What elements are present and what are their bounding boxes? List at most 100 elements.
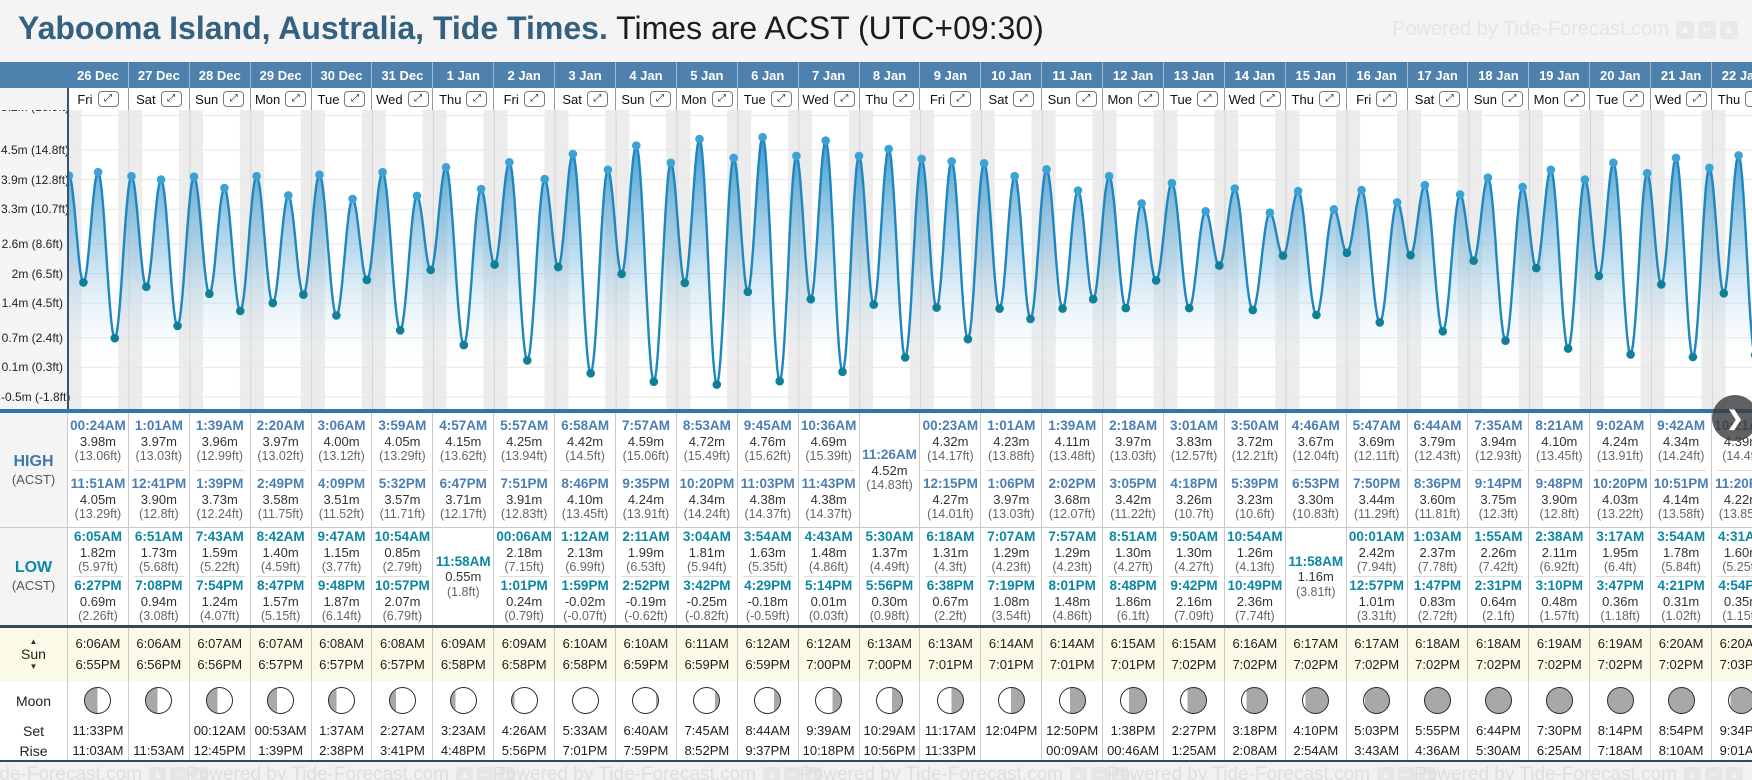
expand-day-button[interactable]: ⤢ bbox=[770, 91, 792, 107]
tide-time: 11:58AM bbox=[435, 553, 491, 569]
low-tide-entry: 7:08PM 0.94m (3.08ft) bbox=[133, 576, 184, 625]
moonrise-time: 00:09AM bbox=[1046, 743, 1099, 758]
expand-day-button[interactable]: ⤢ bbox=[1376, 91, 1398, 107]
footer-watermark-text: Powered by Tide-Forecast.com bbox=[1107, 764, 1370, 780]
day-name: Mon bbox=[1107, 91, 1133, 107]
tide-time: 2:02PM bbox=[1048, 475, 1096, 491]
sun-cell-18: 6:15AM 7:02PM bbox=[1164, 628, 1225, 681]
moon-label-text: Moon bbox=[15, 692, 52, 709]
tide-height-ft: (13.58ft) bbox=[1657, 506, 1705, 521]
sunset-time: 6:55PM bbox=[75, 656, 121, 672]
date-cell-18: 13 Jan bbox=[1164, 62, 1225, 88]
watermark-app-icon: ↵ bbox=[1397, 766, 1415, 780]
high-tide-entry: 1:39AM 3.96m (12.99ft) bbox=[190, 413, 250, 470]
moonset-time: 8:44AM bbox=[745, 723, 791, 738]
tide-height-m: -0.02m bbox=[564, 593, 606, 609]
expand-day-button[interactable]: ⤢ bbox=[950, 91, 971, 107]
expand-day-button[interactable]: ⤢ bbox=[1075, 91, 1097, 107]
date-cell-6: 1 Jan bbox=[433, 62, 495, 88]
tide-height-m: 1.01m bbox=[1358, 593, 1395, 609]
expand-day-button[interactable]: ⤢ bbox=[523, 91, 545, 107]
expand-day-button[interactable]: ⤢ bbox=[1439, 91, 1461, 107]
day-cell-26: Wed ⤢ bbox=[1651, 88, 1713, 110]
tide-height-ft: (4.23ft) bbox=[1052, 560, 1092, 575]
next-page-button[interactable]: ❯ bbox=[1712, 395, 1752, 441]
expand-day-button[interactable]: ⤢ bbox=[97, 91, 119, 107]
sun-cell-14: 6:13AM 7:01PM bbox=[920, 628, 982, 681]
day-cell-9: Sun ⤢ bbox=[616, 88, 677, 110]
day-name: Thu bbox=[1717, 91, 1741, 107]
tide-time: 10:54AM bbox=[1227, 529, 1283, 545]
moon-phase-icon bbox=[510, 687, 538, 714]
high-tide-entry: 1:06PM 3.97m (13.03ft) bbox=[986, 469, 1037, 528]
moon-iconwrap bbox=[738, 681, 798, 720]
moonset-time: 12:04PM bbox=[985, 723, 1038, 738]
low-tide-cell-25: 3:17AM 1.95m (6.4ft) 3:47PM 0.36m (1.18ft) bbox=[1590, 528, 1652, 625]
high-tide-cell-18: 3:01AM 3.83m (12.57ft) 4:18PM 3.26m (10.7ft) bbox=[1164, 413, 1225, 527]
expand-day-button[interactable]: ⤢ bbox=[892, 91, 914, 107]
moonrise-time: 3:43AM bbox=[1354, 743, 1400, 758]
tide-time: 3:47PM bbox=[1596, 578, 1644, 594]
day-name: Fri bbox=[503, 91, 519, 107]
tide-height-ft: (14.83ft) bbox=[866, 478, 913, 493]
tide-height-ft: (13.03ft) bbox=[135, 449, 183, 464]
date-cell-12: 7 Jan bbox=[799, 62, 860, 88]
expand-day-button[interactable]: ⤢ bbox=[833, 91, 855, 107]
tide-height-ft: (13.45ft) bbox=[1536, 449, 1583, 464]
tide-time: 8:51AM bbox=[1109, 529, 1158, 545]
expand-day-button[interactable]: ⤢ bbox=[1502, 91, 1523, 107]
expand-day-button[interactable]: ⤢ bbox=[1745, 91, 1752, 107]
expand-day-button[interactable]: ⤢ bbox=[285, 91, 307, 107]
low-tide-entry: 8:48PM 1.86m (6.1ft) bbox=[1108, 576, 1159, 625]
low-tide-cell-18: 9:50AM 1.30m (4.27ft) 9:42PM 2.16m (7.09ft) bbox=[1164, 528, 1225, 625]
tide-height-ft: (2.2ft) bbox=[934, 609, 967, 624]
moon-iconwrap bbox=[433, 681, 493, 720]
expand-day-button[interactable]: ⤢ bbox=[1623, 91, 1645, 107]
expand-day-button[interactable]: ⤢ bbox=[586, 91, 608, 107]
high-tide-cell-24: 8:21AM 4.10m (13.45ft) 9:48PM 3.90m (12.8ft) bbox=[1529, 413, 1591, 527]
moon-iconwrap bbox=[190, 681, 250, 720]
expand-day-button[interactable]: ⤢ bbox=[1013, 91, 1035, 107]
sunrise-time: 6:12AM bbox=[806, 636, 852, 652]
expand-day-button[interactable]: ⤢ bbox=[1260, 91, 1282, 107]
tide-height-m: 1.29m bbox=[993, 544, 1030, 560]
moon-cell-21: 5:03PM 3:43AM bbox=[1347, 681, 1408, 760]
day-name: Sun bbox=[1047, 91, 1071, 107]
expand-day-button[interactable]: ⤢ bbox=[649, 91, 671, 107]
expand-day-button[interactable]: ⤢ bbox=[344, 91, 366, 107]
sunrise-time: 6:15AM bbox=[1171, 636, 1217, 652]
expand-day-button[interactable]: ⤢ bbox=[1563, 91, 1585, 107]
high-tide-entry: 3:05PM 3.42m (11.22ft) bbox=[1108, 469, 1159, 528]
tide-time: 11:51AM bbox=[70, 475, 126, 491]
tide-height-m: 2.37m bbox=[1419, 544, 1456, 560]
expand-day-button[interactable]: ⤢ bbox=[160, 91, 182, 107]
moon-iconwrap bbox=[920, 681, 980, 720]
tide-height-m: 0.85m bbox=[384, 544, 421, 560]
tide-height-m: 4.27m bbox=[932, 491, 969, 507]
moonrise-time bbox=[981, 741, 1041, 760]
tide-time: 9:35PM bbox=[622, 475, 670, 491]
sun-cell-24: 6:19AM 7:02PM bbox=[1529, 628, 1591, 681]
low-tide-entry: 3:10PM 0.48m (1.57ft) bbox=[1534, 576, 1585, 625]
tide-time: 4:29PM bbox=[744, 578, 792, 594]
expand-day-button[interactable]: ⤢ bbox=[466, 91, 488, 107]
expand-day-button[interactable]: ⤢ bbox=[1196, 91, 1218, 107]
tide-height-ft: (12.21ft) bbox=[1231, 449, 1279, 464]
tide-time: 7:51PM bbox=[500, 475, 548, 491]
high-tide-entry: 3:06AM 4.00m (13.12ft) bbox=[312, 413, 372, 470]
expand-day-button[interactable]: ⤢ bbox=[1137, 91, 1159, 107]
expand-day-button[interactable]: ⤢ bbox=[223, 91, 245, 107]
expand-day-button[interactable]: ⤢ bbox=[407, 91, 429, 107]
tide-height-ft: (10.83ft) bbox=[1292, 506, 1340, 521]
date-cell-5: 31 Dec bbox=[372, 62, 434, 88]
moonrise-time: 6:25AM bbox=[1536, 743, 1582, 758]
expand-day-button[interactable]: ⤢ bbox=[1318, 91, 1340, 107]
moonset-time: 7:45AM bbox=[684, 723, 730, 738]
expand-day-button[interactable]: ⤢ bbox=[1686, 91, 1708, 107]
tide-height-ft: (14.4ft) bbox=[1722, 449, 1752, 464]
low-tide-cell-27: 4:31AM1.60m(5.25ft)4:54PM0.35m(1.15ft) bbox=[1712, 528, 1752, 625]
tide-height-ft: (4.3ft) bbox=[934, 560, 967, 575]
y-axis-label: 2m (6.5ft) bbox=[11, 266, 63, 281]
expand-day-button[interactable]: ⤢ bbox=[711, 91, 733, 107]
day-name: Wed bbox=[1654, 91, 1682, 107]
